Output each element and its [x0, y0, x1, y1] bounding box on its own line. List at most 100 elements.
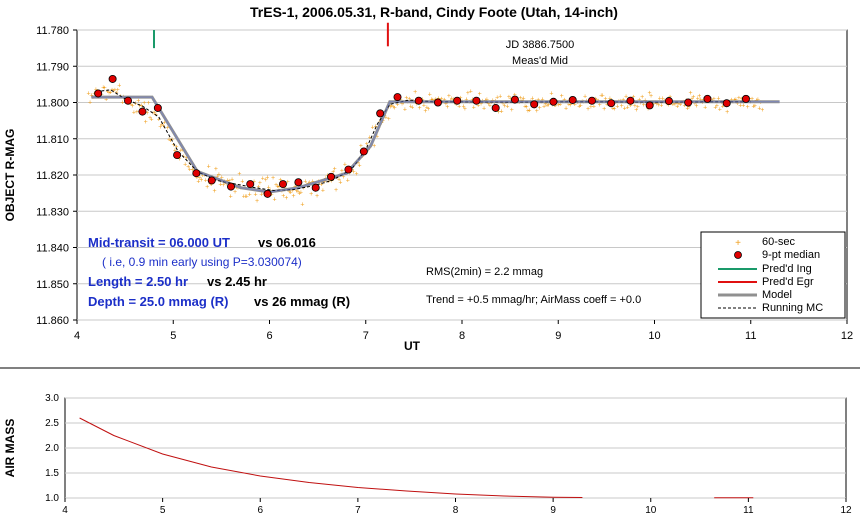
- raw-point: +: [447, 93, 451, 100]
- raw-point: +: [418, 105, 422, 112]
- raw-point: +: [158, 124, 162, 131]
- raw-point: +: [264, 177, 268, 184]
- raw-point: +: [579, 102, 583, 109]
- raw-point: +: [167, 137, 171, 144]
- airmass-x-tick-label: 5: [160, 505, 166, 516]
- raw-point: +: [101, 85, 105, 92]
- raw-point: +: [505, 104, 509, 111]
- raw-point: +: [283, 185, 287, 192]
- raw-point: +: [604, 96, 608, 103]
- raw-point: +: [472, 105, 476, 112]
- raw-point: +: [387, 116, 391, 123]
- median-point: [491, 103, 500, 112]
- median-point: [626, 96, 635, 105]
- median-point: [311, 183, 320, 192]
- raw-point: +: [495, 94, 499, 101]
- raw-point: +: [333, 166, 337, 173]
- raw-point: +: [365, 141, 369, 148]
- raw-point: +: [205, 184, 209, 191]
- main-y-tick-label: 11.810: [36, 134, 69, 146]
- raw-point: +: [631, 94, 635, 101]
- raw-point: +: [132, 110, 136, 117]
- raw-point: +: [634, 107, 638, 114]
- raw-point: +: [198, 175, 202, 182]
- main-x-tick-label: 12: [841, 330, 853, 342]
- jd-label: JD 3886.7500: [506, 39, 575, 51]
- raw-point: +: [136, 98, 140, 105]
- median-point: [226, 182, 235, 191]
- raw-point: +: [497, 109, 501, 116]
- raw-point: +: [294, 188, 298, 195]
- raw-point: +: [560, 93, 564, 100]
- raw-point: +: [703, 104, 707, 111]
- raw-point: +: [428, 91, 432, 98]
- raw-point: +: [482, 106, 486, 113]
- raw-point: +: [221, 182, 225, 189]
- raw-point: +: [299, 190, 303, 197]
- raw-point: +: [439, 96, 443, 103]
- raw-point: +: [398, 97, 402, 104]
- raw-point: +: [423, 108, 427, 115]
- raw-point: +: [469, 89, 473, 96]
- raw-point: +: [217, 172, 221, 179]
- raw-point: +: [756, 96, 760, 103]
- median-point: [124, 96, 133, 105]
- raw-point: +: [691, 94, 695, 101]
- raw-point: +: [303, 178, 307, 185]
- raw-point: +: [445, 104, 449, 111]
- raw-point: +: [214, 166, 218, 173]
- airmass-y-label: AIR MASS: [3, 419, 17, 478]
- median-point: [453, 96, 462, 105]
- raw-point: +: [524, 104, 528, 111]
- raw-point: +: [331, 169, 335, 176]
- raw-point: +: [674, 101, 678, 108]
- raw-point: +: [751, 103, 755, 110]
- raw-point: +: [683, 103, 687, 110]
- airmass-axis-ticks: 1.0 1.5 2.0 2.5 3.0 4 5 6 7 8 9 10 11 12: [45, 393, 852, 516]
- raw-point: +: [315, 193, 319, 200]
- airmass-y-tick-label: 1.0: [45, 493, 59, 504]
- length-predicted: vs 2.45 hr: [207, 274, 267, 289]
- raw-point: +: [169, 137, 173, 144]
- raw-point: +: [330, 178, 334, 185]
- raw-point: +: [507, 94, 511, 101]
- median-point: [530, 100, 539, 109]
- raw-point: +: [273, 196, 277, 203]
- raw-point: +: [615, 103, 619, 110]
- legend-60sec-label: 60-sec: [762, 236, 796, 248]
- legend-egress: Pred'd Egr: [718, 276, 814, 288]
- raw-point: +: [750, 96, 754, 103]
- raw-point: +: [104, 96, 108, 103]
- raw-point: +: [292, 193, 296, 200]
- raw-point: +: [672, 101, 676, 108]
- raw-point: +: [142, 100, 146, 107]
- raw-point: +: [656, 102, 660, 109]
- raw-point: +: [693, 101, 697, 108]
- raw-point: +: [297, 190, 301, 197]
- raw-point: +: [734, 97, 738, 104]
- raw-point: +: [659, 103, 663, 110]
- raw-point: +: [407, 96, 411, 103]
- raw-point: +: [501, 100, 505, 107]
- raw-point: +: [183, 162, 187, 169]
- raw-point: +: [633, 103, 637, 110]
- raw-point: +: [425, 104, 429, 111]
- main-y-tick-label: 11.800: [36, 98, 69, 110]
- raw-point: +: [690, 96, 694, 103]
- median-point: [263, 189, 272, 198]
- raw-point: +: [647, 90, 651, 97]
- legend-ingress: Pred'd Ing: [718, 263, 812, 275]
- raw-point: +: [242, 194, 246, 201]
- main-y-tick-label: 11.780: [36, 25, 69, 37]
- raw-point: +: [88, 99, 92, 106]
- airmass-curve: [79, 417, 754, 499]
- raw-point: +: [716, 95, 720, 102]
- raw-point: +: [413, 89, 417, 96]
- raw-point: +: [577, 103, 581, 110]
- raw-point: +: [207, 164, 211, 171]
- raw-point: +: [204, 177, 208, 184]
- raw-point: +: [149, 117, 153, 124]
- median-point: [278, 180, 287, 189]
- raw-point: +: [628, 103, 632, 110]
- raw-point: +: [185, 155, 189, 162]
